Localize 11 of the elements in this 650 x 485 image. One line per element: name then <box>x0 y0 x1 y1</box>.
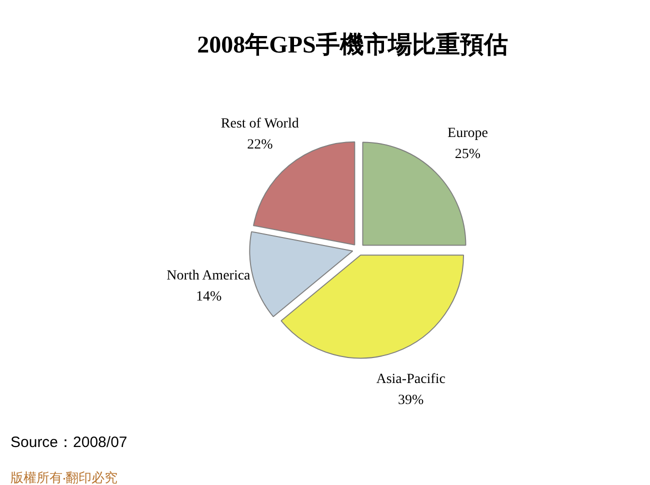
data-label: 25% <box>454 146 481 162</box>
slice-label: Europe <box>448 126 488 141</box>
slice-label: Asia-Pacific <box>376 372 446 388</box>
data-label: 14% <box>196 290 222 305</box>
data-label: 22% <box>247 137 274 152</box>
slice-label: Rest of World <box>220 116 299 132</box>
source-note: Source：2008/07 <box>10 434 128 451</box>
slice-label: North America <box>166 268 252 284</box>
text: 版權所有‧翻印必究 <box>10 470 118 485</box>
chart-title: 2008年GPS手機市場比重預估 <box>197 32 508 58</box>
data-label: 39% <box>398 393 424 408</box>
